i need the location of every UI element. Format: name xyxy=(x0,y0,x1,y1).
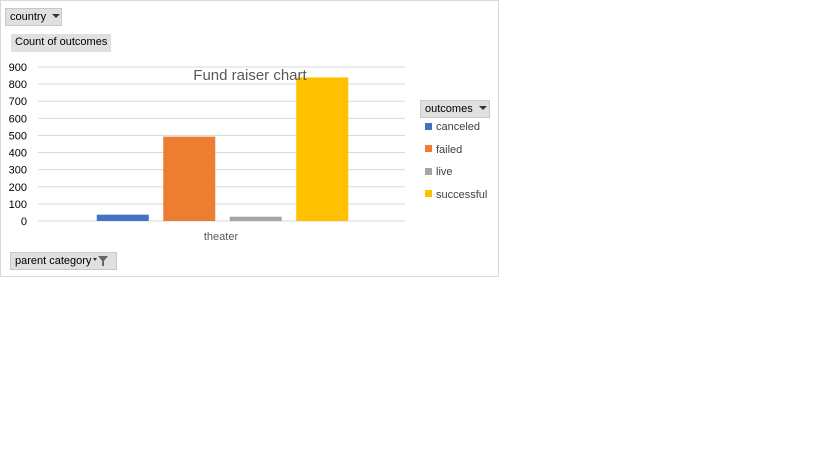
values-field-label: Count of outcomes xyxy=(11,34,112,52)
y-tick-label: 300 xyxy=(9,165,27,177)
y-tick-label: 500 xyxy=(9,130,27,142)
legend-label: failed xyxy=(436,143,463,156)
legend-item-successful: successful xyxy=(425,189,487,201)
bar-failed xyxy=(163,136,216,221)
filter-funnel-icon xyxy=(93,256,109,267)
y-tick-label: 400 xyxy=(9,148,27,160)
legend-item-live: live xyxy=(425,166,453,178)
legend-label: successful xyxy=(436,188,488,201)
x-category-label: theater xyxy=(204,231,239,243)
parent-category-filter-label: parent category xyxy=(15,255,92,267)
legend-swatch xyxy=(425,145,432,153)
legend-item-canceled: canceled xyxy=(425,121,480,133)
chart-title: Fund raiser chart xyxy=(193,67,307,84)
bar-successful xyxy=(296,77,349,221)
outcomes-filter-label: outcomes xyxy=(425,103,473,115)
dropdown-arrow-icon xyxy=(52,14,61,19)
y-axis-ticks: 0 100 200 300 400 500 600 700 800 900 xyxy=(9,62,27,228)
y-tick-label: 700 xyxy=(9,96,27,108)
bar-canceled xyxy=(96,214,149,221)
y-tick-label: 200 xyxy=(9,182,27,194)
outcomes-filter-button[interactable]: outcomes xyxy=(420,100,490,118)
y-tick-label: 100 xyxy=(9,199,27,211)
country-filter-label: country xyxy=(10,11,47,23)
legend-label: canceled xyxy=(436,121,481,133)
legend-swatch xyxy=(425,122,432,130)
dropdown-arrow-icon xyxy=(478,106,487,111)
legend-label: live xyxy=(436,166,453,178)
legend-swatch xyxy=(425,190,432,198)
y-tick-label: 600 xyxy=(9,113,27,125)
gridlines xyxy=(38,66,405,222)
legend-item-failed: failed xyxy=(425,144,462,156)
bar-live xyxy=(229,216,282,221)
country-filter-button[interactable]: country xyxy=(5,8,62,26)
bars xyxy=(96,77,349,221)
y-tick-label: 0 xyxy=(21,216,27,228)
y-tick-label: 800 xyxy=(9,79,27,91)
legend-swatch xyxy=(425,167,432,175)
y-tick-label: 900 xyxy=(9,62,27,74)
parent-category-filter-button[interactable]: parent category xyxy=(10,252,117,270)
